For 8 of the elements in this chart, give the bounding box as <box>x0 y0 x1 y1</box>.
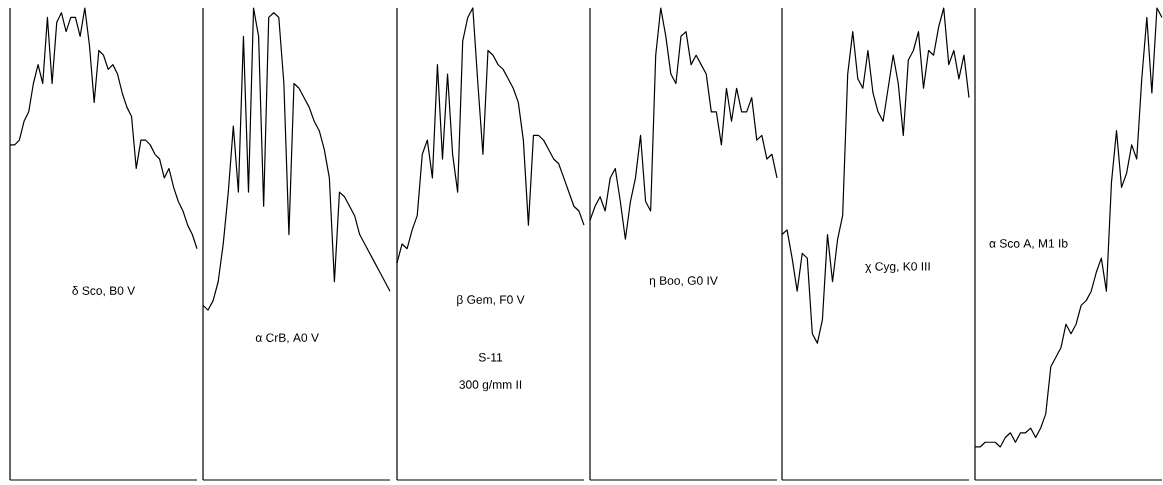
text: δ Sco, B0 V <box>72 286 136 297</box>
annotation: S-11 <box>478 353 503 362</box>
annotation: 300 g/mm II <box>459 379 522 392</box>
text: β Gem, F0 V <box>457 295 525 307</box>
text: η Boo, G0 IV <box>649 276 718 288</box>
text: α Sco A, M1 Ib <box>989 238 1068 250</box>
text: χ Cyg, K0 III <box>865 262 930 274</box>
text: α CrB, A0 V <box>255 333 319 344</box>
